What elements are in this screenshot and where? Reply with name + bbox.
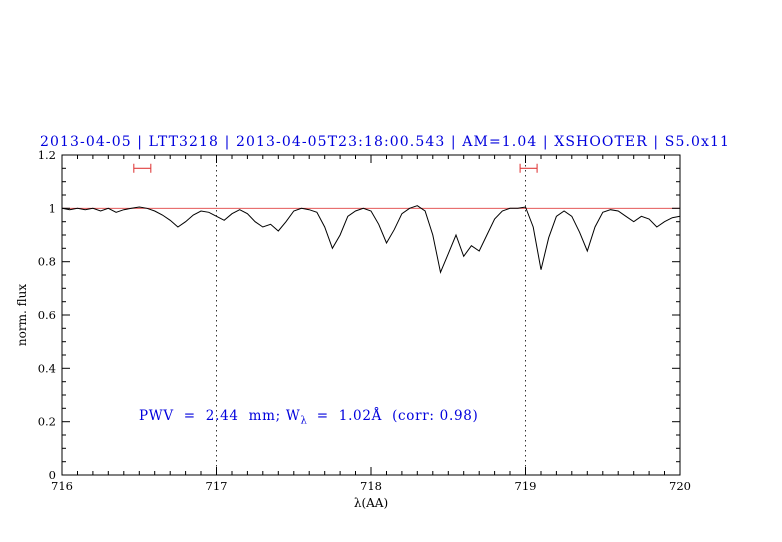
- y-tick-label: 0.8: [38, 255, 56, 269]
- x-tick-label: 719: [515, 479, 537, 493]
- y-tick-label: 0.4: [38, 361, 56, 375]
- interval-marker: [133, 163, 152, 173]
- x-tick-label: 718: [360, 479, 382, 493]
- y-tick-label: 1: [49, 201, 56, 215]
- annotation-subscript: λ: [300, 415, 307, 427]
- interval-marker: [519, 163, 538, 173]
- x-tick-label: 717: [206, 479, 228, 493]
- y-tick-label: 0.2: [38, 415, 56, 429]
- y-tick-label: 0: [49, 468, 56, 482]
- spectrum-line: [61, 205, 681, 274]
- y-tick-label: 0.6: [38, 308, 56, 322]
- y-tick-label: 1.2: [38, 148, 56, 162]
- annotation-prefix: PWV = 2.44 mm; W: [139, 408, 301, 424]
- plot-title: 2013-04-05 | LTT3218 | 2013-04-05T23:18:…: [40, 134, 731, 150]
- x-tick-label: 716: [51, 479, 73, 493]
- annotation-suffix: = 1.02Å (corr: 0.98): [306, 408, 479, 424]
- x-axis-label: λ(AA): [354, 496, 388, 510]
- pwv-annotation: PWV = 2.44 mm; Wλ = 1.02Å (corr: 0.98): [139, 408, 479, 427]
- x-tick-label: 720: [669, 479, 691, 493]
- y-axis-label: norm. flux: [15, 284, 29, 346]
- axis-box: [61, 154, 681, 476]
